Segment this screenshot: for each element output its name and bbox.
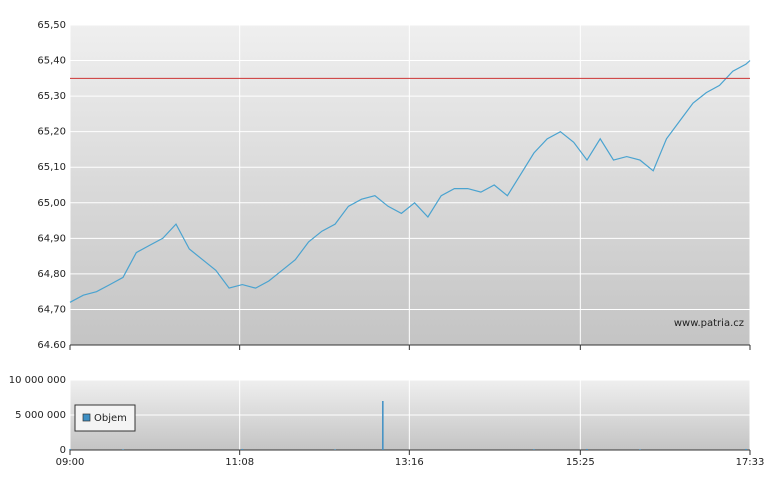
volume-bar: [69, 448, 71, 450]
y-tick-label: 64,70: [37, 304, 66, 315]
y-tick-label: 10 000 000: [9, 375, 66, 386]
y-tick-label: 64,90: [37, 233, 66, 244]
legend-label: Objem: [94, 413, 127, 424]
y-tick-label: 65,30: [37, 91, 66, 102]
y-tick-label: 64,80: [37, 269, 66, 280]
volume-bar: [382, 401, 384, 450]
y-tick-label: 65,40: [37, 56, 66, 67]
x-tick-label: 13:16: [395, 457, 424, 468]
y-tick-label: 0: [60, 445, 66, 456]
price-line: [69, 60, 751, 303]
volume-bar: [241, 448, 244, 450]
volume-bar: [745, 448, 747, 450]
y-tick-label: 65,50: [37, 20, 66, 31]
legend-swatch: [82, 413, 91, 422]
x-tick-label: 15:25: [566, 457, 595, 468]
volume-bar: [639, 449, 641, 450]
y-tick-label: 65,00: [37, 198, 66, 209]
volume-bar: [586, 448, 588, 450]
volume-bar: [334, 449, 336, 450]
y-tick-label: 64.60: [37, 340, 66, 351]
x-tick-label: 17:33: [736, 457, 765, 468]
y-tick-label: 5 000 000: [15, 410, 66, 421]
volume-bar: [122, 449, 124, 450]
y-tick-label: 65,20: [37, 127, 66, 138]
plot-area: [70, 25, 750, 345]
x-tick-label: 11:08: [225, 457, 254, 468]
volume-bar: [533, 449, 535, 450]
watermark: www.patria.cz: [674, 318, 744, 329]
y-tick-label: 65,10: [37, 162, 66, 173]
x-tick-label: 09:00: [56, 457, 85, 468]
